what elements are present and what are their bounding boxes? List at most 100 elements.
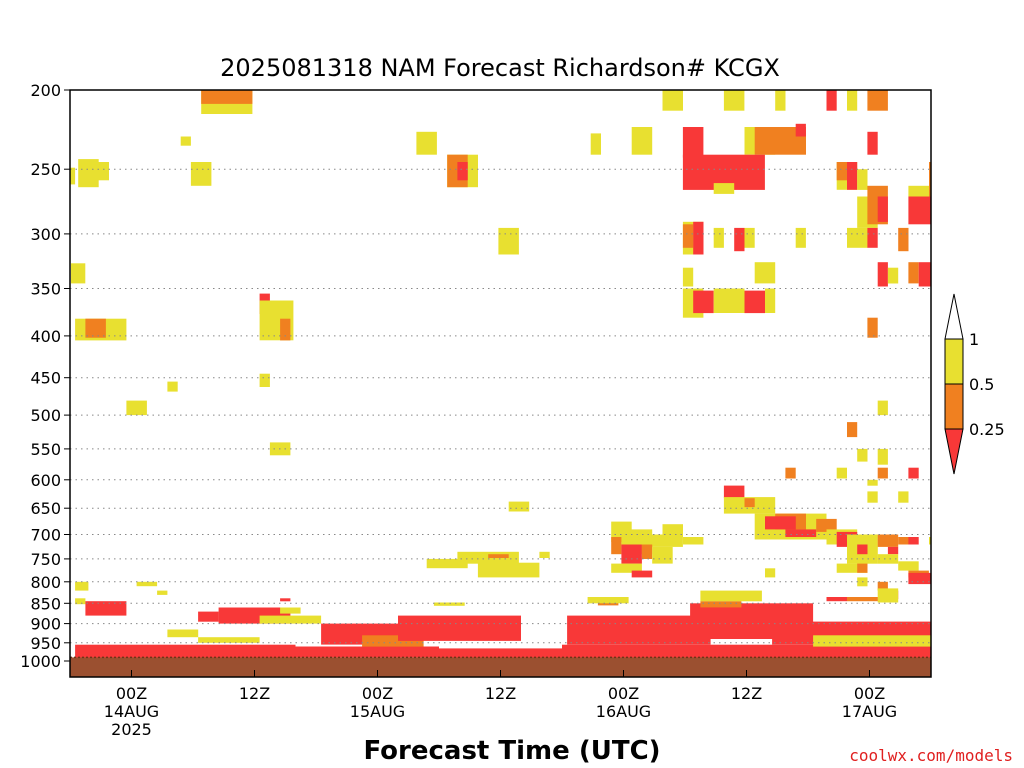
heatmap-cell	[259, 373, 270, 387]
heatmap-cell	[744, 290, 765, 314]
chart-title: 2025081318 NAM Forecast Richardson# KCGX	[220, 54, 780, 82]
y-tick-label: 850	[30, 594, 61, 613]
heatmap-cell	[795, 227, 806, 248]
legend-label: 1	[969, 330, 979, 349]
heatmap-cell	[693, 290, 714, 314]
heatmap-cell	[75, 644, 296, 658]
heatmap-cell	[631, 127, 653, 155]
x-tick-label: 12Z	[239, 684, 270, 703]
heatmap-cell	[488, 554, 509, 558]
heatmap-cell	[744, 498, 755, 508]
ground-fill	[70, 657, 931, 677]
heatmap-cell	[867, 131, 878, 155]
x-tick-label: 00Z	[116, 684, 147, 703]
heatmap-cell	[713, 227, 724, 248]
heatmap-cell	[416, 131, 437, 155]
heatmap-cell	[877, 534, 899, 547]
heatmap-cell	[439, 648, 562, 658]
x-tick-label: 14AUG	[104, 702, 159, 721]
heatmap-cell	[457, 551, 519, 564]
heatmap-cell	[88, 162, 109, 181]
heatmap-cell	[877, 467, 888, 479]
heatmap-cell	[597, 601, 619, 606]
heatmap-cell	[887, 546, 899, 555]
heatmap-cell	[641, 534, 683, 547]
y-tick-label: 1000	[20, 652, 61, 671]
y-tick-label: 800	[30, 573, 61, 592]
heatmap-cell	[765, 516, 796, 530]
heatmap-cell	[136, 581, 158, 587]
heatmap-cell	[795, 123, 806, 137]
heatmap-cell	[847, 162, 858, 190]
heatmap-cell	[877, 588, 899, 603]
y-tick-label: 700	[30, 526, 61, 545]
heatmap-cell	[682, 224, 694, 248]
heatmap-cell	[75, 581, 89, 591]
heatmap-cell	[652, 546, 673, 564]
heatmap-cell	[908, 537, 919, 545]
heatmap-cell	[857, 563, 868, 573]
heatmap-cell	[700, 601, 742, 608]
x-tick-label: 00Z	[854, 684, 885, 703]
heatmap-cell	[908, 467, 919, 479]
heatmap-cell	[857, 448, 868, 462]
heatmap-cell	[70, 167, 76, 185]
heatmap-cell	[362, 635, 424, 647]
heatmap-cell	[426, 558, 468, 569]
x-tick-label: 17AUG	[842, 702, 897, 721]
heatmap-cell	[867, 227, 878, 248]
heatmap-cell	[908, 572, 931, 585]
heatmap-cell	[754, 262, 776, 284]
y-tick-label: 350	[30, 280, 61, 299]
legend-swatch	[944, 428, 964, 475]
y-tick-label: 900	[30, 615, 61, 634]
heatmap-cell	[877, 196, 888, 222]
heatmap-cell	[280, 598, 291, 602]
x-tick-label: 15AUG	[350, 702, 405, 721]
x-tick-label: 12Z	[485, 684, 516, 703]
heatmap-cell	[700, 590, 762, 602]
heatmap-cell	[816, 518, 837, 532]
heatmap-cell	[85, 318, 106, 338]
y-tick-label: 200	[30, 81, 61, 100]
legend-swatch	[944, 338, 964, 385]
heatmap-cell	[867, 317, 878, 338]
heatmap-cell	[662, 90, 683, 111]
heatmap-cell	[85, 601, 127, 616]
heatmap-cell	[621, 544, 642, 564]
heatmap-cell	[631, 570, 653, 578]
heatmap-cell	[567, 615, 711, 645]
heatmap-cell	[847, 90, 858, 111]
credit-text: coolwx.com/models	[849, 746, 1013, 765]
heatmap-cell	[867, 491, 878, 503]
legend-swatch	[944, 383, 964, 430]
heatmap-cell	[857, 544, 868, 555]
heatmap-cell	[867, 90, 888, 111]
x-tick-label: 00Z	[608, 684, 639, 703]
legend-label: 0.5	[969, 375, 994, 394]
heatmap-cell	[590, 133, 601, 155]
legend-label: 0.25	[969, 420, 1005, 439]
ground-layer	[70, 656, 931, 677]
y-tick-label: 500	[30, 406, 61, 425]
heatmap-cell	[877, 400, 888, 416]
heatmap-cell	[775, 90, 786, 111]
heatmap-cell	[723, 485, 745, 499]
heatmap-cell	[198, 611, 219, 622]
y-tick-label: 400	[30, 327, 61, 346]
heatmap-cell	[157, 590, 168, 595]
heatmap-cell	[857, 169, 868, 190]
y-axis-ticks: 200 250 300 350 400 450 500 550 600 650 700 750 800 8…	[20, 81, 70, 671]
heatmap-cell	[785, 467, 796, 479]
heatmap-cell	[201, 90, 253, 104]
heatmap-cell	[259, 615, 322, 624]
heatmap-cell	[167, 629, 199, 638]
y-tick-label: 600	[30, 471, 61, 490]
y-tick-label: 550	[30, 440, 61, 459]
y-tick-label: 250	[30, 160, 61, 179]
heatmap-cell	[898, 227, 909, 252]
heatmap-cell	[877, 554, 899, 564]
heatmap-cell	[847, 227, 868, 248]
